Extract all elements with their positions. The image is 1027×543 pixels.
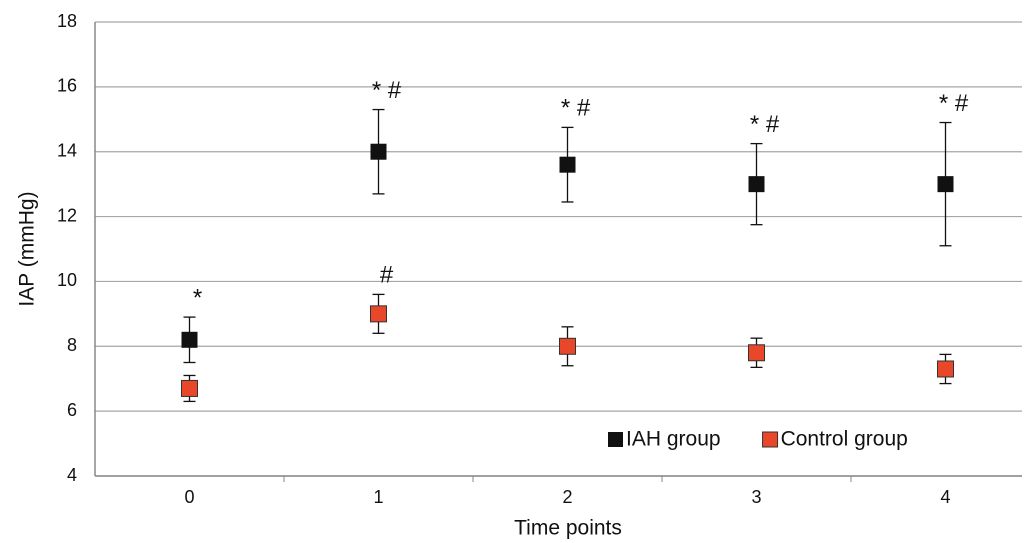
x-tick-label: 3 — [751, 487, 761, 507]
marker — [181, 379, 198, 397]
y-tick-label: 6 — [67, 400, 77, 420]
y-tick-label: 16 — [57, 76, 77, 96]
marker — [937, 360, 954, 378]
legend-text: Control group — [781, 428, 908, 451]
y-tick-label: 12 — [57, 205, 77, 225]
annotation: * # — [372, 77, 402, 104]
y-tick-label: 4 — [67, 465, 77, 485]
legend-marker — [608, 432, 623, 447]
marker — [937, 176, 954, 193]
y-tick-label: 14 — [57, 140, 77, 160]
legend-text: IAH group — [626, 428, 721, 451]
marker — [559, 156, 576, 173]
annotation: # — [380, 262, 394, 289]
y-tick-label: 18 — [57, 11, 77, 31]
marker — [559, 337, 576, 355]
x-tick-label: 2 — [562, 487, 572, 507]
annotation: * # — [750, 111, 780, 138]
y-tick-label: 8 — [67, 335, 77, 355]
x-tick-label: 4 — [940, 487, 950, 507]
annotation: * # — [561, 95, 591, 122]
legend-marker — [762, 431, 779, 448]
y-tick-label: 10 — [57, 270, 77, 290]
x-tick-label: 1 — [373, 487, 383, 507]
y-axis-title: IAP (mmHg) — [16, 191, 39, 306]
marker — [748, 344, 765, 362]
marker — [181, 331, 198, 348]
marker — [370, 305, 387, 323]
x-tick-label: 0 — [184, 487, 194, 507]
annotation: * — [193, 284, 202, 311]
annotation: * # — [939, 90, 969, 117]
marker — [370, 143, 387, 160]
x-axis-title: Time points — [514, 517, 622, 540]
marker — [748, 176, 765, 193]
